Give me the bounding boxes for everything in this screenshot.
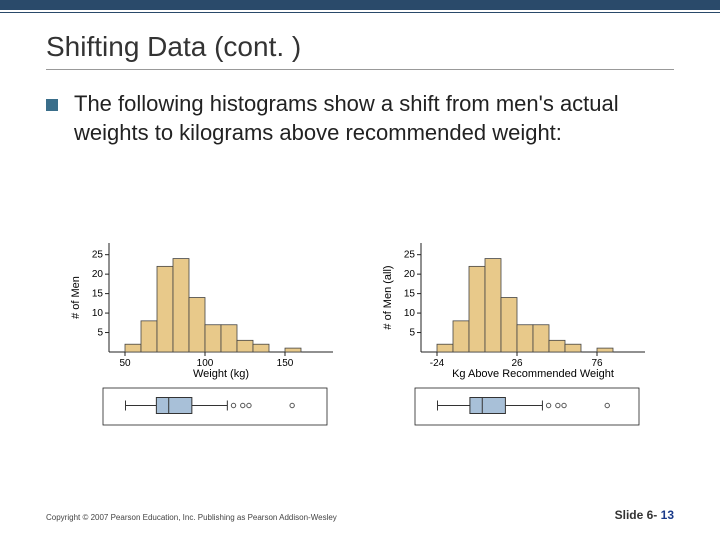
svg-text:25: 25	[404, 250, 416, 261]
svg-text:5: 5	[97, 328, 103, 339]
svg-text:150: 150	[277, 358, 294, 369]
svg-text:# of Men: # of Men	[70, 276, 82, 319]
left-chart-column: 51015202550100150# of MenWeight (kg)	[60, 235, 348, 450]
title-underline	[46, 69, 674, 70]
slide-title: Shifting Data (cont. )	[0, 13, 720, 69]
svg-text:15: 15	[92, 289, 104, 300]
content-area: The following histograms show a shift fr…	[0, 90, 720, 147]
right-histogram: 510152025-242676# of Men (all)Kg Above R…	[381, 235, 651, 380]
bullet-item: The following histograms show a shift fr…	[46, 90, 674, 147]
right-boxplot	[391, 386, 641, 431]
svg-text:50: 50	[119, 358, 131, 369]
charts-row: 51015202550100150# of MenWeight (kg) 510…	[60, 235, 660, 450]
svg-text:10: 10	[92, 308, 104, 319]
svg-text:# of Men (all): # of Men (all)	[382, 265, 394, 329]
svg-text:5: 5	[409, 328, 415, 339]
left-histogram: 51015202550100150# of MenWeight (kg)	[69, 235, 339, 380]
svg-text:20: 20	[404, 269, 416, 280]
bullet-text: The following histograms show a shift fr…	[74, 90, 674, 147]
svg-text:-24: -24	[430, 358, 445, 369]
svg-text:15: 15	[404, 289, 416, 300]
svg-text:Weight (kg): Weight (kg)	[193, 368, 249, 380]
top-accent-bar	[0, 0, 720, 10]
copyright-footer: Copyright © 2007 Pearson Education, Inc.…	[46, 513, 337, 522]
svg-text:Kg Above Recommended Weight: Kg Above Recommended Weight	[452, 368, 614, 380]
slide-number: Slide 6- 13	[615, 508, 674, 522]
svg-text:25: 25	[92, 250, 104, 261]
left-boxplot	[79, 386, 329, 431]
right-chart-column: 510152025-242676# of Men (all)Kg Above R…	[372, 235, 660, 450]
bullet-square-icon	[46, 99, 58, 111]
slide-label: Slide 6-	[615, 508, 661, 522]
svg-text:10: 10	[404, 308, 416, 319]
svg-text:20: 20	[92, 269, 104, 280]
slide-page: 13	[661, 508, 674, 522]
